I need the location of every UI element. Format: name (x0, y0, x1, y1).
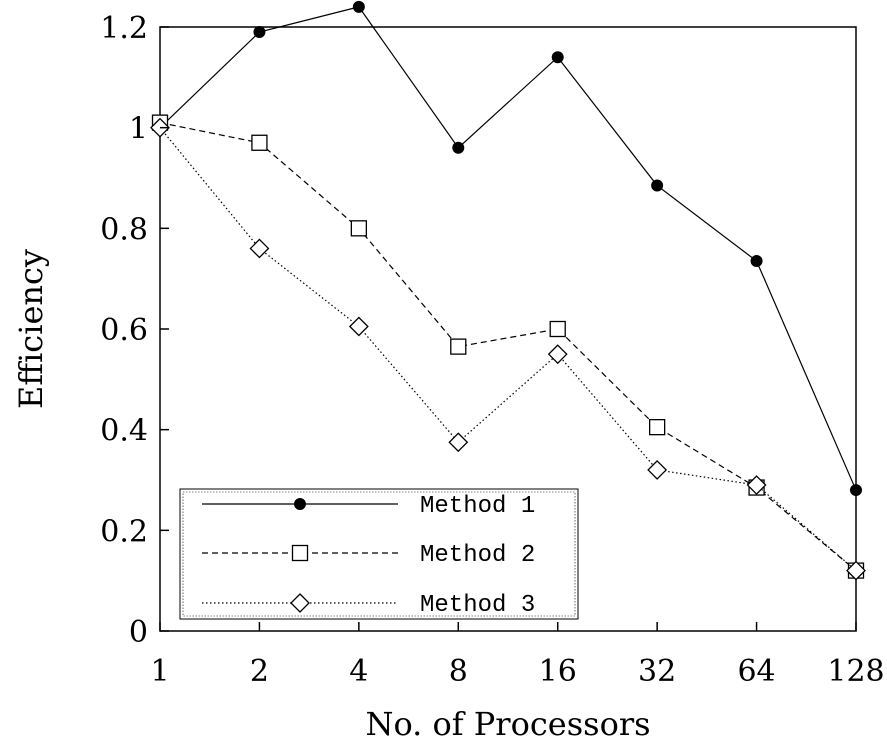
data-point (647, 460, 668, 480)
y-tick-label: 0.8 (100, 212, 148, 247)
data-point (846, 560, 866, 581)
series-3 (150, 117, 866, 581)
data-point (348, 316, 369, 337)
legend-marker-2 (291, 544, 309, 562)
data-point (448, 432, 469, 453)
data-point (549, 320, 566, 338)
y-tick-label: 0.4 (100, 414, 148, 449)
y-tick-label: 0 (129, 615, 148, 650)
x-tick-label: 16 (539, 654, 577, 689)
x-tick-label: 32 (638, 654, 676, 689)
data-point (547, 344, 568, 365)
x-axis-title: No. of Processors (365, 705, 650, 743)
legend-box (179, 488, 579, 620)
legend-label-2: Method 2 (420, 542, 535, 569)
y-axis-title: Efficiency (12, 249, 50, 409)
data-point (352, 0, 365, 13)
x-tick-label: 4 (349, 654, 368, 689)
legend-marker-1 (294, 498, 306, 510)
x-tick-label: 128 (827, 654, 884, 689)
legend-box-inner (182, 491, 576, 617)
data-point (251, 134, 268, 151)
series-layer (150, 0, 866, 581)
data-point (651, 179, 664, 192)
data-point (750, 255, 763, 268)
x-tick-label: 1 (150, 654, 169, 689)
data-point (551, 51, 564, 64)
axis-layer: 0 0.2 0.4 0.6 0.8 1 1.2 1 2 4 8 16 32 64 128 (100, 11, 884, 689)
data-point (350, 220, 368, 237)
data-point (452, 141, 465, 154)
data-point (253, 26, 266, 39)
x-tick-label: 8 (449, 654, 468, 689)
data-point (450, 338, 467, 355)
y-tick-label: 0.6 (100, 313, 148, 348)
y-tick-label: 1.2 (100, 11, 148, 46)
y-tick-label: 1 (129, 112, 148, 147)
legend-label-1: Method 1 (420, 493, 535, 520)
data-point (648, 418, 666, 436)
data-point (850, 484, 862, 497)
series-line (159, 6, 857, 491)
data-point (249, 238, 270, 259)
x-tick-label: 64 (737, 654, 775, 689)
x-tick-label: 2 (250, 654, 269, 689)
y-tick-label: 0.2 (100, 514, 148, 549)
series-line (159, 122, 857, 572)
legend-marker-3 (290, 593, 310, 613)
series-line (159, 127, 857, 572)
data-point (746, 475, 767, 495)
legend-label-3: Method 3 (420, 592, 535, 619)
legend: Method 1 Method 2 Method 3 (179, 488, 579, 620)
